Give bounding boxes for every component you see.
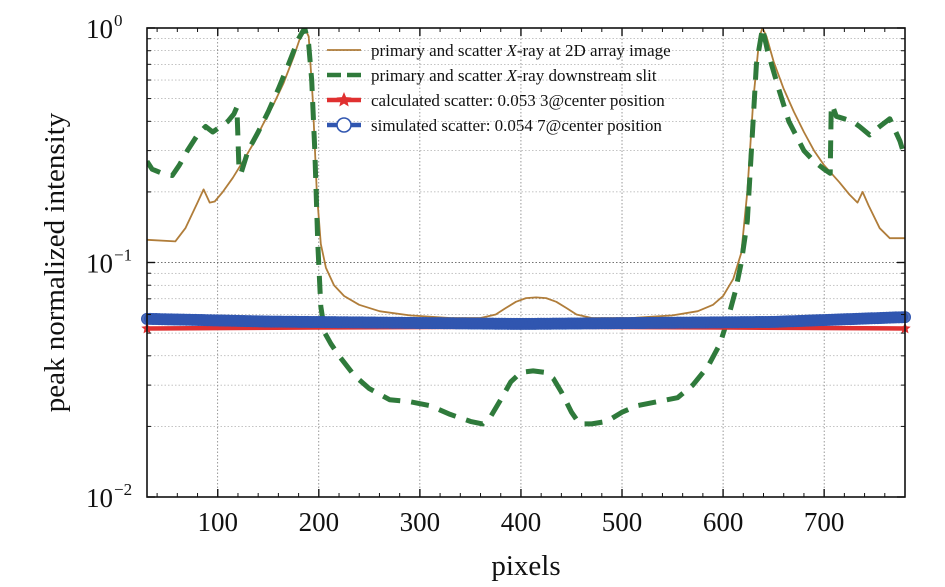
y-tick-label: 10 <box>86 483 113 513</box>
x-tick-label: 200 <box>299 507 340 537</box>
series-line <box>147 28 905 427</box>
y-axis-title: peak normalized intensity <box>39 112 71 412</box>
x-tick-label: 300 <box>400 507 441 537</box>
x-axis-title: pixels <box>491 550 560 582</box>
series-layer <box>141 28 911 427</box>
x-tick-label: 400 <box>501 507 542 537</box>
legend-label: simulated scatter: 0.054 7@center positi… <box>371 116 662 135</box>
y-tick-exponent: −1 <box>114 246 132 265</box>
legend-label-text: calculated scatter: 0.053 3@center posit… <box>371 91 665 110</box>
legend-label-italic: X <box>505 41 517 60</box>
legend-circle-marker <box>336 117 352 133</box>
y-tick-label: 10 <box>86 14 113 44</box>
legend-label-text: primary and scatter <box>371 41 506 60</box>
x-tick-label: 700 <box>804 507 845 537</box>
y-tick-label: 10 <box>86 249 113 279</box>
x-tick-label: 500 <box>602 507 643 537</box>
grid <box>147 27 905 498</box>
legend-label: primary and scatter X-ray downstream sli… <box>371 66 657 85</box>
legend-label-text: -ray downstream slit <box>517 66 657 85</box>
legend-label-text: primary and scatter <box>371 66 506 85</box>
legend-star-marker <box>336 92 352 107</box>
y-tick-exponent: −2 <box>114 480 132 499</box>
legend-label-text: simulated scatter: 0.054 7@center positi… <box>371 116 662 135</box>
x-tick-label: 100 <box>197 507 238 537</box>
y-tick-exponent: 0 <box>114 11 123 30</box>
legend-label: primary and scatter X-ray at 2D array im… <box>371 41 671 60</box>
legend-label: calculated scatter: 0.053 3@center posit… <box>371 91 665 110</box>
legend: primary and scatter X-ray at 2D array im… <box>327 41 671 135</box>
legend-label-italic: X <box>505 66 517 85</box>
x-tick-label: 600 <box>703 507 744 537</box>
legend-label-text: -ray at 2D array image <box>517 41 671 60</box>
